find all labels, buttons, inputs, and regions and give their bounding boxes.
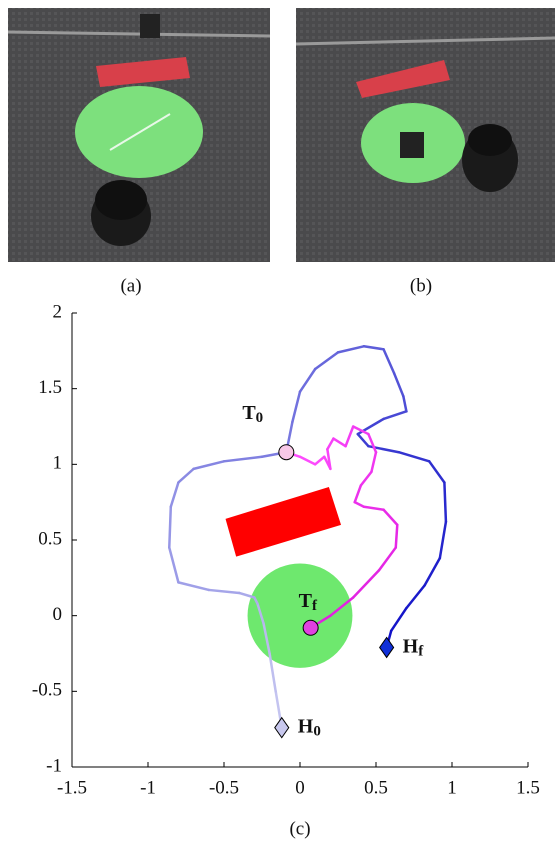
trajectory-segment [209,590,239,593]
x-tick-label: 0.5 [364,777,388,798]
x-tick-label: 1.5 [516,777,540,798]
trajectory-segment [368,434,376,452]
marker-label-sub: 0 [313,724,321,740]
marker-label: T0 [242,402,263,427]
trajectory-segment [396,525,398,548]
trajectory-segment [178,469,193,483]
y-tick-label: 1.5 [38,377,62,398]
trajectory-segment [353,570,379,597]
trajectory-segment [403,396,406,411]
marker-label: H0 [298,715,321,740]
trajectory-segment [444,482,446,521]
y-tick-label: 0.5 [38,528,62,549]
trajectory-segment [355,502,364,507]
trajectory-segment [358,434,369,446]
y-tick-label: 1 [53,453,63,474]
marker-label-sub: f [418,644,424,660]
trajectory-segment [224,457,262,462]
trajectory-segment [406,585,424,608]
trajectory-segment [399,452,429,461]
marker-label-sub: 0 [256,411,264,427]
trajectory-segment [169,548,178,583]
caption: (b) [410,275,432,296]
x-tick-label: 1 [447,777,457,798]
marker [303,620,318,635]
trajectory-segment [364,346,384,349]
trajectory-segment [194,461,224,469]
trajectory-segment [327,439,333,450]
photo-b [296,8,555,262]
y-tick-label: -1 [46,755,62,776]
trajectory-segment [361,472,372,486]
trajectory-segment [384,510,398,525]
trajectory-segment [379,548,396,571]
marker-label: Hf [403,635,425,660]
trajectory-segment [178,582,208,590]
obstacle [226,487,342,557]
trajectory-segment [300,457,315,465]
trajectory-segment [425,558,440,585]
y-tick-label: 2 [53,301,63,322]
x-tick-label: -0.5 [209,777,239,798]
marker-label-main: T [299,589,313,611]
trajectory-segment [315,457,324,465]
trajectory-segment [338,346,364,352]
trajectory-segment [429,461,444,482]
x-tick-label: -1.5 [57,777,87,798]
trajectory-segment [355,486,361,503]
trajectory-segment [346,427,354,447]
trajectory-segment [391,608,406,631]
marker [279,445,294,460]
goal-region [248,563,353,667]
trajectory-segment [333,439,345,447]
y-tick-label: 0 [53,604,63,625]
caption: (c) [289,818,310,839]
marker [275,718,289,738]
photo-a [8,8,270,262]
trajectory-segment [384,411,407,419]
trajectory-segment [394,374,403,397]
marker-label-main: H [403,635,419,657]
x-tick-label: -1 [140,777,156,798]
trajectory-segment [384,349,395,373]
trajectory-segment [371,452,376,472]
trajectory-segment [171,482,179,506]
trajectory-segment [440,522,446,558]
marker [380,637,394,657]
marker-label-main: H [298,715,314,737]
trajectory-segment [292,392,300,422]
y-tick-label: -0.5 [32,680,62,701]
figure: (a) (b) (c) -1.5-1-0.500.511.5-1-0.500.5… [0,0,556,844]
trajectory-segment [315,352,338,369]
x-tick-label: 0 [295,777,305,798]
caption: (a) [120,275,141,296]
trajectory-segment [364,507,384,510]
marker-label-main: T [242,402,256,424]
trajectory-segment [300,369,315,392]
trajectory-segment [169,507,171,548]
